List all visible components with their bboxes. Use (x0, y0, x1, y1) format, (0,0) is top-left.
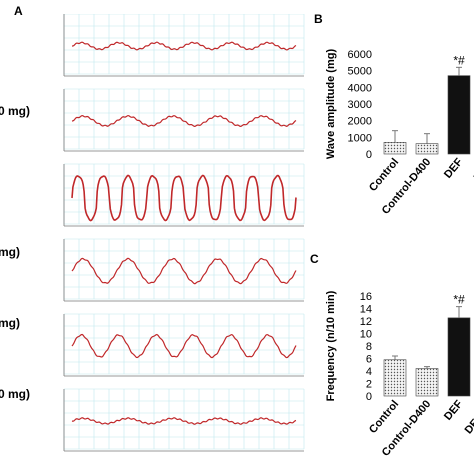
c-y-tick-label: 4 (366, 366, 372, 378)
b-y-tick-label: 1000 (348, 132, 372, 144)
b-y-tick-label: 4000 (348, 82, 372, 94)
contraction-tracings (63, 14, 305, 459)
trace-panel-1 (63, 14, 305, 84)
trace-line (71, 333, 297, 359)
b-y-tick-label: 3000 (348, 99, 372, 111)
c-y-tick-label: 10 (360, 329, 372, 341)
panel-a-letter: A (14, 4, 23, 18)
trace-panel-2 (63, 88, 305, 159)
trace-line (71, 417, 297, 425)
b-significance-3: *# (453, 53, 465, 67)
c-significance-3: *# (453, 293, 465, 307)
trace-panel-6 (63, 388, 305, 459)
b-y-tick-label: 5000 (348, 66, 372, 78)
c-y-tick-label: 6 (366, 354, 372, 366)
trace-panel-5 (63, 313, 305, 384)
row-label-6: 0 mg) (0, 387, 31, 401)
c-category-label-4: DEF-D4 (463, 398, 474, 437)
trace-line (71, 257, 297, 285)
b-bar-2 (415, 143, 439, 155)
c-y-tick-label: 8 (366, 341, 372, 353)
c-y-tick-label: 2 (366, 379, 372, 391)
c-y-tick-label: 14 (360, 304, 372, 316)
trace-panel-3 (63, 163, 305, 234)
b-y-axis-title: Wave amplitude (mg) (325, 49, 337, 160)
b-y-tick-label: 2000 (348, 116, 372, 128)
trace-line (72, 41, 297, 51)
c-y-tick-label: 0 (366, 391, 372, 403)
panel-b-letter: B (314, 12, 323, 26)
c-y-tick-label: 12 (360, 316, 372, 328)
b-category-label-3: DEF (442, 156, 466, 181)
b-bar-1 (383, 142, 407, 155)
row-label-4: mg) (0, 245, 20, 259)
trace-line (71, 174, 297, 222)
panel-c-letter: C (310, 252, 319, 266)
c-bar-2 (415, 368, 439, 397)
c-category-label-3: DEF (442, 398, 466, 423)
c-y-axis-title: Frequency (n/10 min) (325, 290, 337, 401)
b-bar-3 (447, 75, 471, 155)
trace-line (71, 114, 297, 128)
frequency-chart: Frequency (n/10 min) 0246810121416Control… (325, 290, 474, 458)
c-bar-1 (383, 359, 407, 397)
c-y-tick-label: 16 (360, 291, 372, 303)
b-y-tick-label: 6000 (348, 49, 372, 61)
c-bar-3 (447, 317, 471, 397)
row-label-2: 0 mg) (0, 104, 31, 118)
trace-panel-4 (63, 238, 305, 309)
row-label-5: mg) (0, 316, 20, 330)
wave-amplitude-chart: Wave amplitude (mg) 0 1000 2000 3000 4000 5000… (325, 49, 474, 217)
b-y-tick-label: 0 (366, 149, 372, 161)
